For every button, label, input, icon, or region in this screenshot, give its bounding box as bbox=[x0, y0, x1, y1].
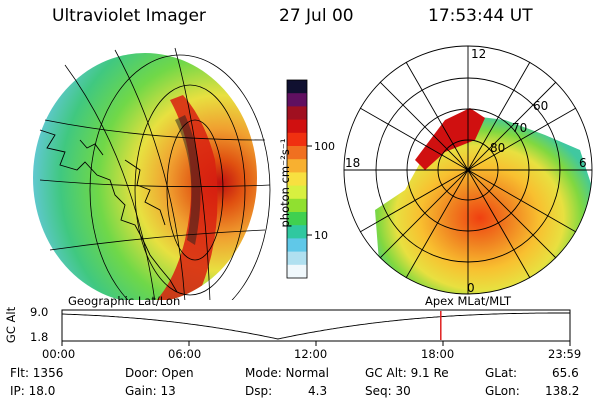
colorbar-tick-10: 10 bbox=[314, 229, 328, 242]
colorbar-stripe bbox=[287, 93, 307, 107]
mlt-label-0: 0 bbox=[467, 281, 475, 295]
polar-grid bbox=[343, 45, 593, 295]
glat-value: 65.6 bbox=[552, 366, 579, 380]
colorbar-stripe bbox=[287, 106, 307, 121]
geographic-latlon-label: Geographic Lat/Lon bbox=[68, 294, 181, 308]
colorbar-stripe bbox=[287, 264, 307, 279]
colorbar-tick-100: 100 bbox=[314, 140, 335, 153]
dsp-value: 4.3 bbox=[308, 384, 328, 398]
auroral-glow-region bbox=[33, 53, 257, 300]
colorbar-frame bbox=[286, 79, 308, 279]
colorbar-stripe bbox=[287, 251, 307, 266]
time-tick-0600: 06:00 bbox=[168, 347, 202, 361]
apex-mlat-mlt-label: Apex MLat/MLT bbox=[425, 294, 512, 308]
colorbar-stripe bbox=[287, 212, 307, 226]
dsp-label: Dsp: bbox=[245, 384, 273, 398]
polar-mlt-plot: 12 18 6 0 60 70 80 bbox=[343, 45, 593, 295]
lat-label-60: 60 bbox=[533, 99, 548, 113]
colorbar-stripe bbox=[287, 198, 307, 213]
colorbar-stripe bbox=[287, 119, 307, 134]
colorbar-stripe bbox=[287, 159, 307, 173]
colorbar-stripes bbox=[287, 80, 307, 279]
y-tick-9: 9.0 bbox=[30, 305, 49, 319]
glat-label: GLat: bbox=[485, 366, 518, 380]
colorbar-stripe bbox=[287, 225, 307, 239]
colorbar-stripe bbox=[287, 172, 307, 187]
instrument-title: Ultraviolet Imager bbox=[52, 6, 206, 26]
colorbar-stripe bbox=[287, 146, 307, 160]
coastline-outline bbox=[39, 129, 178, 293]
gain-readout: Gain: 13 bbox=[125, 384, 176, 398]
mlt-label-6: 6 bbox=[579, 156, 587, 170]
altitude-timeline bbox=[61, 309, 571, 346]
time-tick-2359: 23:59 bbox=[548, 347, 582, 361]
time-tick-1800: 18:00 bbox=[421, 347, 455, 361]
lat-label-80: 80 bbox=[490, 141, 505, 155]
geographic-image bbox=[33, 47, 271, 300]
gc-alt-readout: GC Alt: 9.1 Re bbox=[365, 366, 449, 380]
date-label: 27 Jul 00 bbox=[279, 6, 354, 26]
gc-alt-axis-title: GC Alt bbox=[4, 306, 19, 344]
mlt-label-12: 12 bbox=[471, 47, 486, 61]
door-readout: Door: Open bbox=[125, 366, 194, 380]
seq-readout: Seq: 30 bbox=[365, 384, 411, 398]
time-tick-0000: 00:00 bbox=[42, 347, 76, 361]
colorbar: 100 10 bbox=[286, 79, 335, 279]
geographic-grid bbox=[39, 47, 271, 300]
auroral-oval-band bbox=[155, 95, 218, 300]
time-label: 17:53:44 UT bbox=[428, 6, 533, 26]
colorbar-stripe bbox=[287, 238, 307, 253]
glon-label: GLon: bbox=[485, 384, 520, 398]
colorbar-stripe bbox=[287, 80, 307, 94]
time-tick-marks bbox=[61, 341, 571, 346]
altitude-curve bbox=[61, 312, 570, 340]
colorbar-unit-label: photon cm⁻²s⁻¹ bbox=[278, 138, 292, 228]
mlt-label-18: 18 bbox=[345, 156, 360, 170]
lat-label-70: 70 bbox=[512, 121, 527, 135]
ip-readout: IP: 18.0 bbox=[10, 384, 56, 398]
glon-value: 138.2 bbox=[545, 384, 580, 398]
time-tick-1200: 12:00 bbox=[294, 347, 328, 361]
colorbar-stripe bbox=[287, 185, 307, 200]
y-tick-1-8: 1.8 bbox=[30, 330, 49, 344]
mode-readout: Mode: Normal bbox=[245, 366, 329, 380]
timeline-frame bbox=[61, 309, 571, 342]
colorbar-stripe bbox=[287, 132, 307, 147]
flight-readout: Flt: 1356 bbox=[10, 366, 64, 380]
